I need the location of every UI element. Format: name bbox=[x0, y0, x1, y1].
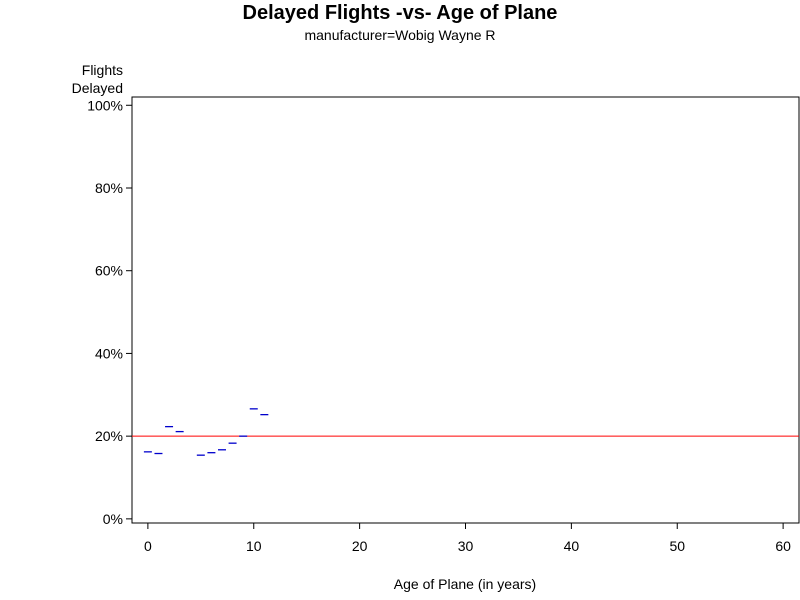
y-tick-label: 100% bbox=[87, 97, 123, 113]
axes: 0 10 20 30 40 50 60 0% 20% 40% 60% 80% 100% bbox=[87, 97, 791, 554]
chart-subtitle: manufacturer=Wobig Wayne R bbox=[304, 27, 496, 43]
x-tick-label: 60 bbox=[775, 538, 791, 554]
x-tick-label: 10 bbox=[246, 538, 262, 554]
x-tick-label: 50 bbox=[669, 538, 685, 554]
x-tick-label: 30 bbox=[458, 538, 474, 554]
x-tick-label: 0 bbox=[144, 538, 152, 554]
y-tick-label: 20% bbox=[95, 428, 123, 444]
y-tick-label: 40% bbox=[95, 345, 123, 361]
plot-frame bbox=[131, 96, 800, 524]
x-tick-label: 20 bbox=[352, 538, 368, 554]
x-axis-label: Age of Plane (in years) bbox=[393, 576, 537, 592]
y-axis-label: Flights Delayed bbox=[40, 61, 123, 97]
y-axis-label-line2: Delayed bbox=[71, 80, 123, 96]
y-tick-label: 0% bbox=[103, 511, 123, 527]
x-tick-label: 40 bbox=[564, 538, 580, 554]
chart-title: Delayed Flights -vs- Age of Plane bbox=[242, 2, 558, 24]
y-tick-label: 60% bbox=[95, 263, 123, 279]
data-points bbox=[143, 408, 269, 456]
y-tick-label: 80% bbox=[95, 180, 123, 196]
y-axis-label-line1: Flights bbox=[81, 62, 123, 78]
